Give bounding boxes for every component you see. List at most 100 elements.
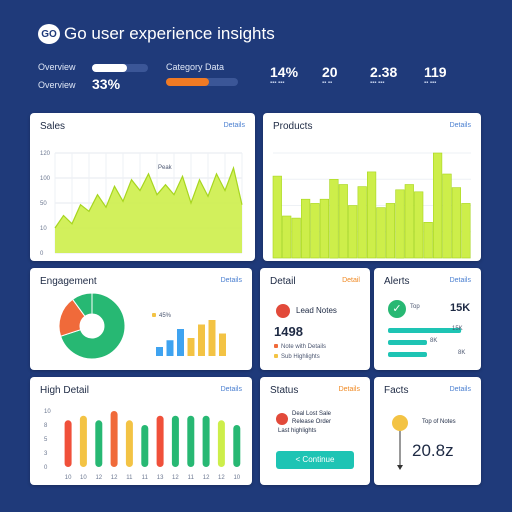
alerts-top-label: Top [410, 304, 420, 310]
high-detail-ytick: 10 [44, 409, 51, 415]
high-detail-xtick: 12 [95, 475, 102, 481]
status-details-link[interactable]: Details [338, 386, 360, 393]
kpi-3-value: 2.38 [370, 64, 398, 80]
status-line-3: Last highlights [278, 428, 317, 434]
app-logo: GO [38, 24, 60, 44]
alerts-details-link[interactable]: Details [449, 277, 471, 284]
high-detail-xtick: 11 [126, 475, 133, 481]
detail-link[interactable]: Detail [342, 277, 360, 284]
sales-ytick: 10 [40, 226, 47, 232]
products-bar [357, 186, 367, 259]
high-detail-ytick: 3 [44, 451, 48, 457]
products-bar [404, 184, 414, 259]
alerts-card: Alerts Details ✓ Top 15K 15K 8K 8K [374, 268, 481, 370]
high-detail-bar [156, 415, 164, 467]
alerts-value: 15K [450, 302, 471, 314]
sales-area [55, 168, 242, 253]
detail-avatar [276, 304, 290, 318]
engagement-legend: 45% [152, 313, 171, 319]
facts-label: Top of Notes [422, 419, 456, 425]
high-detail-bar [233, 425, 241, 467]
high-detail-bar [79, 415, 87, 467]
kpi-3-sub: ▪▪▪ ▪▪▪ [370, 80, 385, 86]
overview-label-2: Overview [38, 80, 76, 90]
status-card: Status Details Deal Lost Sale Release Or… [260, 377, 370, 485]
high-detail-xtick: 10 [65, 475, 72, 481]
kpi-1-value: 14% [270, 64, 299, 80]
engagement-bar [166, 340, 174, 356]
progress-fill-1 [92, 64, 127, 72]
products-bar [300, 198, 311, 259]
detail-title: Detail [270, 276, 296, 287]
products-bar [451, 187, 462, 259]
products-bar [329, 179, 339, 259]
alerts-bar [388, 340, 427, 345]
high-detail-xtick: 12 [172, 475, 179, 481]
facts-pin-icon [392, 415, 408, 470]
sales-ytick: 50 [40, 201, 47, 207]
progress-fill-2 [166, 78, 210, 86]
engagement-details-link[interactable]: Details [220, 277, 242, 284]
status-title: Status [270, 385, 299, 396]
continue-button[interactable]: < Continue [276, 451, 354, 469]
kpi-3: 2.38 ▪▪▪ ▪▪▪ [370, 64, 397, 86]
note-1-swatch [274, 344, 278, 349]
products-details-link[interactable]: Details [449, 122, 471, 129]
status-avatar [276, 413, 288, 425]
products-bar [310, 203, 320, 259]
alerts-bar [388, 328, 462, 333]
products-bar [291, 217, 301, 259]
products-bar [338, 184, 348, 259]
detail-note-2-text: Sub Highlights [281, 354, 320, 360]
kpi-1: 14% ▪▪▪ ▪▪▪ [270, 64, 298, 86]
sales-ytick: 100 [40, 176, 51, 182]
detail-name: Lead Notes [296, 306, 337, 315]
check-icon: ✓ [388, 300, 406, 318]
facts-value: 20.8z [412, 441, 454, 460]
engagement-donut-slice [71, 292, 93, 317]
products-bar [319, 198, 329, 259]
products-bar [367, 171, 377, 259]
high-detail-xtick: 12 [218, 475, 225, 481]
high-detail-bar [125, 420, 133, 467]
high-detail-ytick: 8 [44, 423, 48, 429]
products-bar-chart [272, 152, 471, 259]
high-detail-bar [110, 411, 118, 467]
kpi-2: 20 ▪▪ ▪▪ [322, 64, 338, 86]
facts-details-link[interactable]: Details [449, 386, 471, 393]
high-detail-bar [171, 415, 179, 467]
detail-note-1: Note with Details [274, 344, 326, 350]
engagement-bar [156, 347, 163, 356]
overview-label-1: Overview [38, 62, 76, 72]
sales-card: Sales Details 120 100 50 10 0 Peak [30, 113, 255, 261]
products-bar [385, 203, 395, 259]
category-data-label: Category Data [166, 62, 225, 72]
high-detail-bar-chart: 10 8 5 3 0 10 10 12 12 11 11 13 12 11 12 12 10 [44, 409, 241, 481]
kpi-2-sub: ▪▪ ▪▪ [322, 80, 333, 86]
high-detail-xtick: 11 [142, 475, 149, 481]
sales-peak-label: Peak [158, 165, 172, 171]
engagement-title: Engagement [40, 276, 97, 287]
engagement-bar [198, 324, 205, 356]
sales-title: Sales [40, 121, 66, 132]
alerts-bar-2-label: 8K [430, 338, 438, 344]
engagement-donut-slice [59, 292, 126, 360]
engagement-card: Engagement Details 45% [30, 268, 252, 370]
detail-note-1-text: Note with Details [281, 344, 327, 350]
engagement-bar [208, 320, 216, 356]
legend-swatch [152, 313, 156, 318]
sales-details-link[interactable]: Details [223, 122, 245, 129]
kpi-4: 119 ▪▪ ▪▪▪ [424, 64, 447, 86]
high-detail-xtick: 10 [80, 475, 87, 481]
high-detail-bar [217, 420, 225, 467]
detail-note-2: Sub Highlights [274, 354, 320, 360]
sales-ytick: 120 [40, 151, 51, 157]
high-detail-link[interactable]: Details [220, 386, 242, 393]
products-bar [414, 191, 424, 259]
products-card: Products Details [263, 113, 481, 261]
alerts-bar-1-label: 15K [452, 326, 463, 332]
engagement-charts [58, 292, 226, 360]
high-detail-xtick: 10 [233, 475, 240, 481]
products-bar [348, 205, 358, 259]
